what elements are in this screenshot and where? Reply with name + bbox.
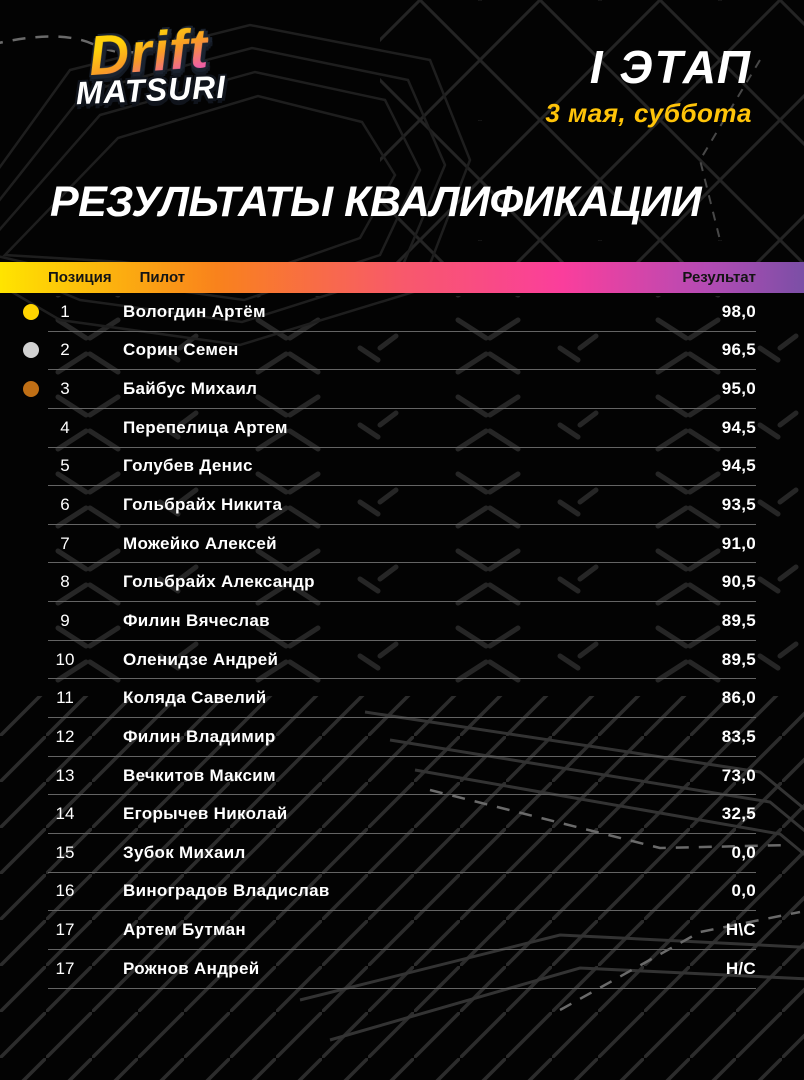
- pilot-name: Гольбрайх Александр: [123, 572, 315, 592]
- pilot-name: Оленидзе Андрей: [123, 649, 279, 669]
- stage-title: I ЭТАП: [589, 41, 752, 93]
- medal-dot-icon: [23, 342, 39, 359]
- table-header: Позиция Пилот Результат: [0, 262, 804, 293]
- pilot-name: Артем Бутман: [123, 920, 246, 940]
- position-value: 14: [55, 804, 75, 824]
- pilot-name: Гольбрайх Никита: [123, 495, 283, 515]
- table-row: 15 Зубок Михаил 0,0: [48, 834, 756, 873]
- pilot-name: Филин Вячеслав: [123, 610, 270, 630]
- table-row: 6 Гольбрайх Никита 93,5: [48, 486, 756, 525]
- drift-matsuri-logo: Drift MATSURI: [39, 16, 259, 115]
- position-value: 4: [60, 417, 70, 437]
- stage-date: 3 мая, суббота: [545, 98, 752, 128]
- table-row: 7 Можейко Алексей 91,0: [48, 525, 756, 564]
- medal-dot-icon: [23, 303, 39, 320]
- column-header-pilot: Пилот: [139, 269, 186, 286]
- table-row: 8 Гольбрайх Александр 90,5: [48, 563, 756, 603]
- result-value: Н/С: [725, 958, 756, 978]
- table-row: 9 Филин Вячеслав 89,5: [48, 602, 756, 641]
- position-value: 10: [55, 649, 75, 669]
- result-value: 32,5: [721, 804, 756, 824]
- pilot-name: Вологдин Артём: [123, 301, 266, 321]
- position-value: 1: [60, 301, 70, 321]
- table-row: 1 Вологдин Артём 98,0: [23, 293, 756, 332]
- result-value: 90,5: [721, 572, 756, 592]
- table-row: 14 Егорычев Николай 32,5: [48, 795, 756, 834]
- position-value: 16: [55, 881, 75, 901]
- position-value: 9: [60, 610, 70, 630]
- pilot-name: Перепелица Артем: [123, 417, 288, 437]
- position-value: 17: [55, 958, 75, 978]
- result-value: 89,5: [721, 610, 756, 630]
- medal-dot-icon: [23, 381, 39, 398]
- position-value: 12: [55, 726, 75, 746]
- logo-matsuri-text: MATSURI: [75, 68, 228, 112]
- pilot-name: Байбус Михаил: [123, 379, 258, 399]
- result-value: 91,0: [721, 533, 756, 553]
- result-value: Н\С: [725, 920, 756, 940]
- result-value: 95,0: [721, 379, 756, 399]
- table-row: 3 Байбус Михаил 95,0: [23, 370, 756, 409]
- pilot-name: Вечкитов Максим: [123, 765, 276, 785]
- position-value: 5: [60, 456, 70, 476]
- pilot-name: Зубок Михаил: [123, 842, 246, 862]
- table-row: 17 Артем Бутман Н\С: [48, 911, 756, 950]
- result-value: 93,5: [721, 495, 756, 515]
- table-row: 10 Оленидзе Андрей 89,5: [48, 641, 756, 680]
- position-value: 15: [55, 842, 75, 862]
- position-value: 17: [55, 920, 75, 940]
- position-value: 7: [60, 533, 70, 553]
- result-value: 94,5: [721, 417, 756, 437]
- pilot-name: Виноградов Владислав: [123, 881, 330, 901]
- result-value: 96,5: [721, 340, 756, 360]
- result-value: 94,5: [721, 456, 756, 476]
- position-value: 3: [60, 379, 70, 399]
- pilot-name: Рожнов Андрей: [123, 958, 260, 978]
- pilot-name: Коляда Савелий: [123, 688, 267, 708]
- position-value: 6: [60, 495, 70, 515]
- table-row: 4 Перепелица Артем 94,5: [48, 409, 756, 448]
- position-value: 2: [60, 340, 70, 360]
- table-row: 2 Сорин Семен 96,5: [23, 332, 756, 371]
- position-value: 13: [55, 765, 75, 785]
- result-value: 73,0: [721, 765, 756, 785]
- column-header-position: Позиция: [48, 269, 112, 286]
- table-row: 11 Коляда Савелий 86,0: [48, 679, 756, 719]
- result-value: 86,0: [721, 688, 756, 708]
- result-value: 0,0: [731, 881, 756, 901]
- pilot-name: Егорычев Николай: [123, 804, 288, 824]
- pilot-name: Филин Владимир: [123, 726, 276, 746]
- table-rows: 1 Вологдин Артём 98,0 2 Сорин Семен 96,5…: [23, 293, 756, 989]
- result-value: 83,5: [721, 726, 756, 746]
- table-row: 16 Виноградов Владислав 0,0: [48, 873, 756, 912]
- page-title: РЕЗУЛЬТАТЫ КВАЛИФИКАЦИИ: [50, 178, 702, 226]
- table-row: 13 Вечкитов Максим 73,0: [48, 757, 756, 796]
- table-row: 5 Голубев Денис 94,5: [48, 448, 756, 487]
- result-value: 98,0: [721, 301, 756, 321]
- result-value: 89,5: [721, 649, 756, 669]
- stage-header: I ЭТАП 3 мая, суббота: [545, 44, 752, 129]
- pilot-name: Сорин Семен: [123, 340, 239, 360]
- position-value: 8: [60, 572, 70, 592]
- pilot-name: Голубев Денис: [123, 456, 253, 476]
- result-value: 0,0: [731, 842, 756, 862]
- table-row: 17 Рожнов Андрей Н/С: [48, 950, 756, 989]
- pilot-name: Можейко Алексей: [123, 533, 277, 553]
- position-value: 11: [56, 688, 74, 708]
- table-row: 12 Филин Владимир 83,5: [48, 718, 756, 757]
- column-header-result: Результат: [682, 269, 756, 286]
